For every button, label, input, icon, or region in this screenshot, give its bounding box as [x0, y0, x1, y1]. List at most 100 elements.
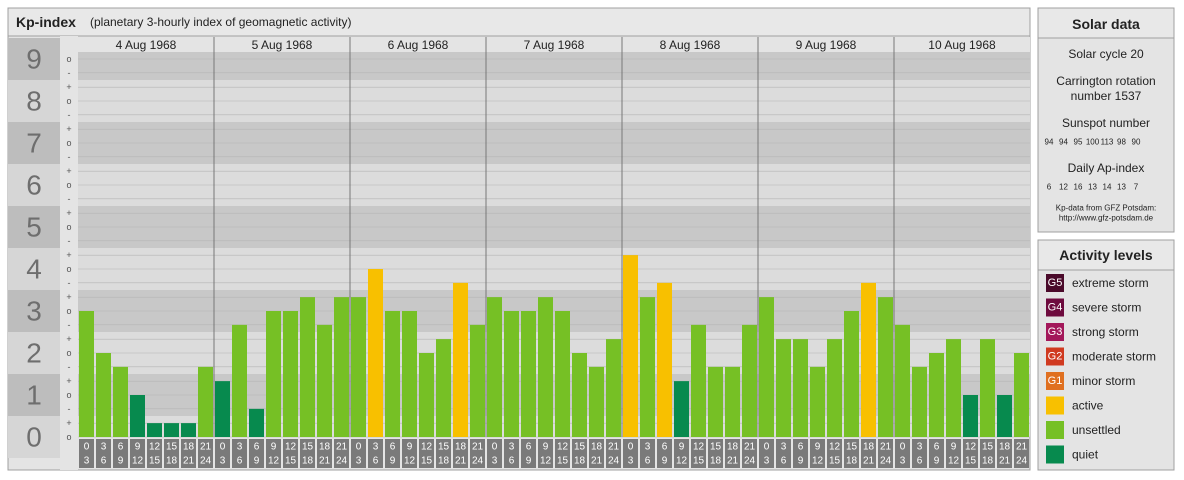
- bar: [164, 423, 179, 437]
- hour-box: [810, 439, 825, 468]
- hour-label: 0: [764, 442, 770, 453]
- bar: [640, 297, 655, 437]
- bar: [130, 395, 145, 437]
- hour-box: [334, 439, 349, 468]
- legend-swatch: [1046, 372, 1064, 390]
- hour-label: 6: [917, 456, 923, 467]
- hour-label: 21: [1016, 442, 1028, 453]
- hour-label: 3: [492, 456, 498, 467]
- minor-tick-label: -: [68, 362, 71, 372]
- y-label-band: [8, 80, 60, 122]
- bar: [980, 339, 995, 437]
- hour-label: 0: [628, 442, 634, 453]
- hour-label: 18: [302, 456, 314, 467]
- legend-label: moderate storm: [1072, 350, 1156, 364]
- bar: [844, 311, 859, 437]
- bar: [657, 282, 672, 437]
- legend-title-bar: [1037, 239, 1175, 271]
- hour-label: 12: [965, 442, 977, 453]
- minor-tick-label: o: [66, 432, 71, 442]
- y-label-band: [8, 290, 60, 332]
- hour-box: [691, 439, 706, 468]
- legend-label: unsettled: [1072, 423, 1121, 437]
- bar: [79, 311, 94, 437]
- hour-label: 15: [438, 442, 450, 453]
- day-label: 9 Aug 1968: [796, 38, 857, 52]
- bar: [691, 324, 706, 437]
- sunspot-title: Sunspot number: [1062, 116, 1150, 130]
- hour-box: [674, 439, 689, 468]
- hour-label: 15: [965, 456, 977, 467]
- hour-label: 18: [982, 456, 994, 467]
- bar: [674, 381, 689, 437]
- minor-tick-label: -: [68, 236, 71, 246]
- minor-tick-label: +: [66, 376, 71, 386]
- day-label: 4 Aug 1968: [116, 38, 177, 52]
- hour-label: 18: [846, 456, 858, 467]
- bar: [266, 311, 281, 437]
- hour-label: 3: [101, 442, 107, 453]
- bar: [776, 339, 791, 437]
- minor-tick-label: -: [68, 152, 71, 162]
- legend-code: G4: [1048, 302, 1063, 314]
- y-label-band: [8, 416, 60, 458]
- hour-label: 0: [900, 442, 906, 453]
- hour-box: [725, 439, 740, 468]
- bar: [504, 311, 519, 437]
- minor-tick-label: +: [66, 124, 71, 134]
- hour-label: 3: [781, 442, 787, 453]
- hour-label: 3: [373, 442, 379, 453]
- hour-box: [215, 439, 230, 468]
- hour-label: 6: [526, 442, 532, 453]
- hour-box: [147, 439, 162, 468]
- hour-box: [79, 439, 94, 468]
- minor-tick-label: o: [66, 96, 71, 106]
- chart-subtitle: (planetary 3-hourly index of geomagnetic…: [90, 15, 351, 29]
- hour-box: [997, 439, 1012, 468]
- hour-label: 21: [744, 442, 756, 453]
- hour-label: 3: [917, 442, 923, 453]
- sunspot-value: 94: [1045, 138, 1054, 147]
- hour-label: 0: [356, 442, 362, 453]
- hour-label: 21: [336, 442, 348, 453]
- hour-label: 15: [149, 456, 161, 467]
- bar: [470, 324, 485, 437]
- day-label: 10 Aug 1968: [928, 38, 996, 52]
- hour-box: [1014, 439, 1029, 468]
- hour-box: [606, 439, 621, 468]
- hour-label: 15: [166, 442, 178, 453]
- legend-swatch: [1046, 298, 1064, 317]
- bar: [759, 297, 774, 437]
- hour-box: [283, 439, 298, 468]
- bar: [997, 395, 1012, 437]
- y-label-band: [8, 38, 60, 80]
- bar: [946, 339, 961, 437]
- ap-value: 14: [1103, 183, 1112, 192]
- y-tick-label: 5: [26, 212, 42, 243]
- day-label: 8 Aug 1968: [660, 38, 721, 52]
- minor-tick-label: -: [68, 110, 71, 120]
- bar: [606, 339, 621, 437]
- hour-box: [912, 439, 927, 468]
- minor-tick-label: o: [66, 306, 71, 316]
- hour-label: 9: [271, 442, 277, 453]
- hour-label: 9: [526, 456, 532, 467]
- legend-swatch: [1046, 445, 1064, 464]
- bar: [198, 366, 213, 437]
- y-label-band: [8, 122, 60, 164]
- hour-box: [844, 439, 859, 468]
- y-label-band: [8, 164, 60, 206]
- hour-label: 12: [268, 456, 280, 467]
- hour-box: [368, 439, 383, 468]
- hour-label: 21: [472, 442, 484, 453]
- bar: [334, 297, 349, 437]
- bar: [708, 366, 723, 437]
- y-tick-label: 9: [26, 44, 42, 75]
- hour-label: 3: [509, 442, 515, 453]
- bar: [487, 297, 502, 437]
- bar: [793, 339, 808, 437]
- hour-label: 18: [455, 442, 467, 453]
- hour-box: [963, 439, 978, 468]
- hour-label: 18: [863, 442, 875, 453]
